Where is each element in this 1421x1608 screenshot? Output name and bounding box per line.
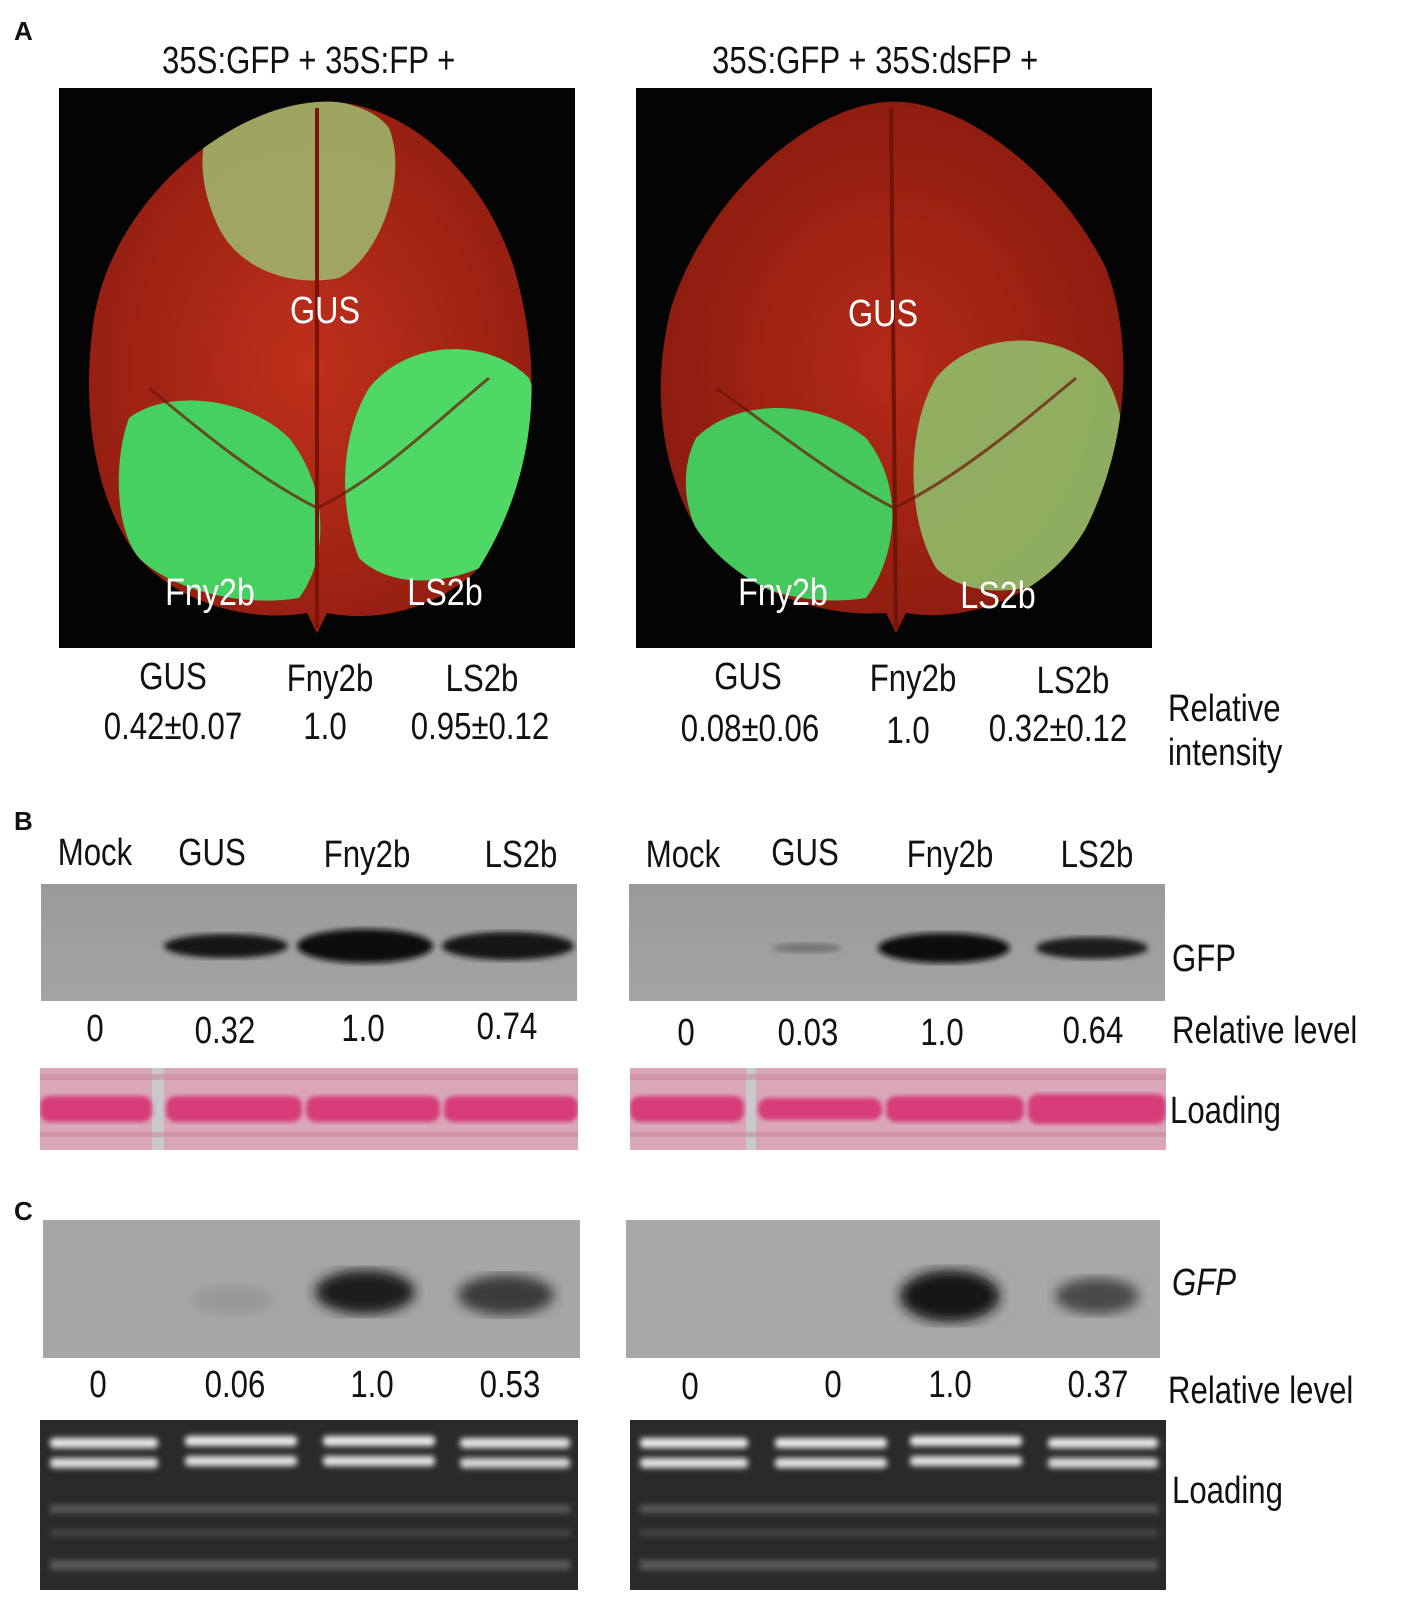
right-value-fny2b-header: Fny2b — [869, 658, 957, 700]
b-loading-label: Loading — [1170, 1090, 1281, 1132]
right-leaf-label-fny2b: Fny2b — [738, 572, 828, 614]
c-right-level-gus: 0 — [824, 1364, 842, 1406]
b-left-bands — [164, 929, 574, 963]
right-condition-title: 35S:GFP + 35S:dsFP + — [712, 40, 1039, 82]
b-right-level-fny2b: 1.0 — [920, 1012, 964, 1054]
left-leaf-label-ls2b: LS2b — [407, 572, 483, 614]
left-intensity-gus: 0.42±0.07 — [103, 706, 243, 748]
c-right-loading-gel — [630, 1420, 1166, 1590]
right-value-gus-header: GUS — [714, 656, 782, 698]
left-condition-title: 35S:GFP + 35S:FP + — [162, 40, 456, 82]
c-right-level-fny2b: 1.0 — [928, 1364, 972, 1406]
right-leaf-label-ls2b: LS2b — [960, 575, 1036, 617]
b-left-level-ls2b: 0.74 — [476, 1006, 538, 1048]
c-left-loading-gel — [40, 1420, 578, 1590]
b-left-western-blot — [41, 884, 577, 1001]
left-intensity-ls2b: 0.95±0.12 — [410, 706, 550, 748]
left-value-ls2b-header: LS2b — [445, 658, 519, 700]
right-leaf-label-gus: GUS — [847, 293, 918, 335]
b-left-lane-fny2b: Fny2b — [323, 834, 411, 876]
b-left-level-mock: 0 — [86, 1008, 104, 1050]
b-left-lane-gus: GUS — [178, 832, 246, 874]
c-right-level-mock: 0 — [681, 1366, 699, 1408]
right-intensity-ls2b: 0.32±0.12 — [988, 708, 1128, 750]
c-left-level-mock: 0 — [89, 1364, 107, 1406]
right-leaf-illustration — [660, 101, 1124, 634]
panel-a-label: A — [14, 16, 33, 46]
right-leaf-image — [636, 88, 1152, 648]
c-right-rrna-bands — [640, 1436, 1158, 1570]
c-loading-label: Loading — [1172, 1470, 1283, 1512]
right-value-ls2b-header: LS2b — [1036, 660, 1110, 702]
left-leaf-illustration — [89, 101, 532, 634]
panel-c-label: C — [14, 1196, 33, 1226]
c-right-level-ls2b: 0.37 — [1067, 1364, 1129, 1406]
c-left-northern-blot — [43, 1220, 580, 1358]
b-left-level-gus: 0.32 — [194, 1010, 256, 1052]
c-right-rna-bands — [900, 1270, 1139, 1322]
left-intensity-fny2b: 1.0 — [303, 706, 347, 748]
c-left-level-ls2b: 0.53 — [479, 1364, 541, 1406]
b-left-loading-gel — [40, 1068, 578, 1150]
right-intensity-gus: 0.08±0.06 — [680, 708, 820, 750]
left-value-gus-header: GUS — [139, 656, 207, 698]
c-left-level-gus: 0.06 — [204, 1364, 266, 1406]
left-leaf-image — [59, 88, 575, 648]
left-leaf-label-gus: GUS — [289, 290, 360, 332]
b-left-lane-mock: Mock — [57, 832, 133, 874]
b-right-level-gus: 0.03 — [777, 1012, 839, 1054]
relative-intensity-label-line2: intensity — [1168, 732, 1283, 774]
b-right-level-ls2b: 0.64 — [1062, 1010, 1124, 1052]
c-left-level-fny2b: 1.0 — [350, 1364, 394, 1406]
b-right-lane-ls2b: LS2b — [1060, 834, 1134, 876]
b-right-lane-mock: Mock — [645, 834, 721, 876]
b-right-loading-bands — [630, 1068, 1166, 1150]
left-leaf-label-fny2b: Fny2b — [165, 572, 255, 614]
c-right-northern-blot — [626, 1220, 1160, 1358]
c-relative-level-label: Relative level — [1168, 1370, 1354, 1412]
c-left-rna-bands — [193, 1270, 554, 1315]
b-right-lane-gus: GUS — [771, 832, 839, 874]
panel-b-label: B — [14, 806, 33, 836]
b-left-loading-bands — [40, 1068, 578, 1150]
b-right-western-blot — [629, 884, 1165, 1001]
b-right-bands — [773, 933, 1148, 963]
b-right-loading-gel — [630, 1068, 1166, 1150]
b-left-lane-ls2b: LS2b — [484, 834, 558, 876]
b-relative-level-label: Relative level — [1172, 1010, 1358, 1052]
b-right-lane-fny2b: Fny2b — [906, 834, 994, 876]
c-gfp-label: GFP — [1172, 1262, 1237, 1304]
right-intensity-fny2b: 1.0 — [886, 710, 930, 752]
relative-intensity-label-line1: Relative — [1168, 688, 1281, 730]
c-left-rrna-bands — [50, 1436, 570, 1570]
b-left-level-fny2b: 1.0 — [341, 1008, 385, 1050]
left-value-fny2b-header: Fny2b — [286, 658, 374, 700]
b-gfp-label: GFP — [1172, 938, 1237, 980]
b-right-level-mock: 0 — [677, 1012, 695, 1054]
